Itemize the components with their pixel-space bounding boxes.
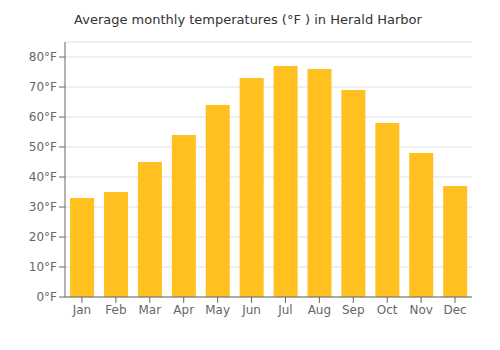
svg-text:Oct: Oct [377, 303, 398, 317]
svg-text:80°F: 80°F [29, 50, 57, 64]
svg-text:Dec: Dec [443, 303, 466, 317]
svg-text:40°F: 40°F [29, 170, 57, 184]
svg-text:20°F: 20°F [29, 230, 57, 244]
svg-text:Jan: Jan [72, 303, 92, 317]
svg-text:Apr: Apr [173, 303, 194, 317]
svg-text:May: May [205, 303, 230, 317]
svg-text:Jul: Jul [277, 303, 292, 317]
html-text:Average monthly temperatures (: Average monthly temperatures (°F ) in He… [74, 12, 422, 27]
svg-text:50°F: 50°F [29, 140, 57, 154]
svg-text:10°F: 10°F [29, 260, 57, 274]
svg-text:Aug: Aug [308, 303, 331, 317]
svg-text:Mar: Mar [138, 303, 161, 317]
svg-text:70°F: 70°F [29, 80, 57, 94]
svg-text:Jun: Jun [241, 303, 261, 317]
svg-text:60°F: 60°F [29, 110, 57, 124]
svg-text:30°F: 30°F [29, 200, 57, 214]
svg-text:Sep: Sep [342, 303, 365, 317]
svg-text:Feb: Feb [105, 303, 126, 317]
svg-text:0°F: 0°F [36, 290, 57, 304]
svg-text:Nov: Nov [409, 303, 432, 317]
